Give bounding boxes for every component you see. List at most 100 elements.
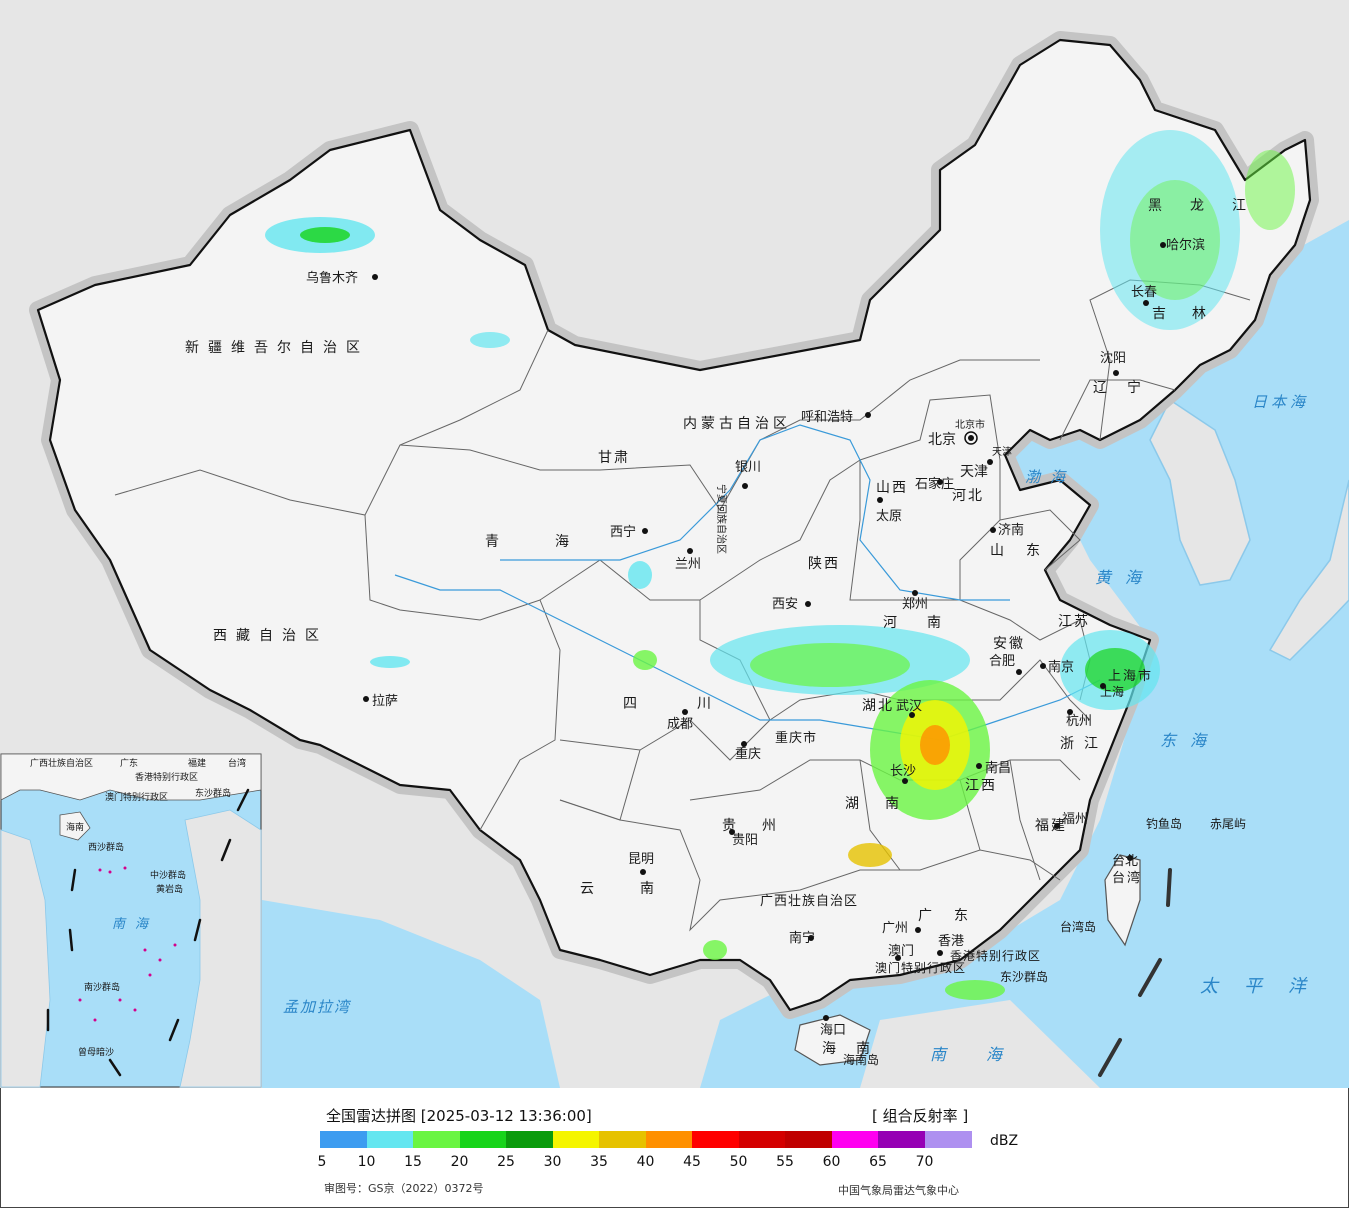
legend-color-swatch xyxy=(645,1131,693,1148)
region-label: 北京市 xyxy=(955,418,985,431)
city-label: 广州 xyxy=(882,921,908,936)
region-label: 重庆市 xyxy=(775,730,817,746)
region-label: 江苏 xyxy=(1058,614,1090,630)
city-label: 武汉 xyxy=(896,699,922,714)
sea-japan xyxy=(1180,240,1349,470)
region-label: 广西壮族自治区 xyxy=(760,893,858,909)
legend-panel xyxy=(0,1088,1349,1208)
legend-tick-label: 45 xyxy=(683,1154,701,1170)
city-label: 昆明 xyxy=(628,852,654,867)
inset-label: 台湾 xyxy=(228,757,246,769)
region-label: 广东 xyxy=(918,908,990,924)
city-label: 重庆 xyxy=(735,746,761,762)
legend-tick-label: 10 xyxy=(357,1154,376,1170)
city-label: 海口 xyxy=(820,1023,846,1038)
sea-label: 太平洋 xyxy=(1200,976,1332,997)
region-label: 辽宁 xyxy=(1093,379,1161,396)
island-label: 东沙群岛 xyxy=(1000,969,1048,984)
city-label: 郑州 xyxy=(902,597,928,612)
region-label: 浙江 xyxy=(1060,736,1108,752)
region-label: 黑龙江 xyxy=(1148,198,1274,214)
inset-label: 南沙群岛 xyxy=(84,981,120,993)
legend-tick-label: 20 xyxy=(450,1154,469,1170)
legend-color-swatch xyxy=(413,1131,460,1148)
city-label: 长沙 xyxy=(890,764,916,779)
legend-color-swatch xyxy=(599,1131,646,1148)
sea-label: 渤海 xyxy=(1025,468,1075,486)
city-label: 合肥 xyxy=(989,654,1015,669)
province-boundaries xyxy=(114,279,1251,932)
legend-tick-label: 5 xyxy=(317,1154,327,1170)
sea-bengal xyxy=(262,900,560,1088)
region-label: 云南 xyxy=(580,881,700,897)
legend-tick-label: 25 xyxy=(497,1154,515,1170)
city-label: 沈阳 xyxy=(1100,351,1126,366)
legend-color-swatch xyxy=(366,1131,414,1148)
taiwan-island xyxy=(1104,854,1141,947)
legend-color-swatch xyxy=(785,1131,832,1148)
region-label: 甘肃 xyxy=(598,450,630,466)
region-label: 湖南 xyxy=(845,796,925,812)
legend-tick-label: 35 xyxy=(590,1154,608,1170)
city-label: 西宁 xyxy=(610,524,636,540)
city-label: 南昌 xyxy=(985,760,1011,776)
legend-color-swatch xyxy=(506,1131,553,1148)
city-label: 乌鲁木齐 xyxy=(306,270,358,286)
region-label: 四川 xyxy=(623,696,771,712)
inset-label: 西沙群岛 xyxy=(88,841,124,853)
city-label: 银川 xyxy=(735,460,761,475)
radar-echoes xyxy=(265,130,1295,1000)
rivers xyxy=(394,424,1101,741)
region-label: 陕西 xyxy=(808,556,840,572)
south-china-sea-inset: 广西壮族自治区 广东 福建 台湾 香港特别行政区 澳门特别行政区 海南 东沙群岛… xyxy=(0,753,262,1088)
legend-color-swatch xyxy=(738,1131,786,1148)
region-label: 河北 xyxy=(952,488,984,504)
city-label: 呼和浩特 xyxy=(801,410,853,425)
city-label: 杭州 xyxy=(1066,714,1092,729)
korea xyxy=(1149,398,1251,586)
inset-label: 南海 xyxy=(112,917,158,932)
city-label: 长春 xyxy=(1131,285,1157,300)
city-label: 兰州 xyxy=(675,557,701,572)
city-label: 济南 xyxy=(998,522,1024,538)
legend-color-swatch xyxy=(692,1131,739,1148)
sea-label: 黄海 xyxy=(1095,568,1155,587)
legend-tick-label: 65 xyxy=(869,1154,887,1170)
inset-label: 澳门特别行政区 xyxy=(105,791,168,803)
legend-unit: dBZ xyxy=(990,1133,1019,1149)
city-label: 北京 xyxy=(928,432,956,448)
city-label: 贵阳 xyxy=(732,833,758,848)
legend-color-swatch xyxy=(552,1131,600,1148)
city-label: 成都 xyxy=(667,717,693,732)
region-label: 天津 xyxy=(992,446,1012,458)
legend-color-swatch xyxy=(924,1131,972,1148)
region-label: 澳门特别行政区 xyxy=(875,960,966,975)
city-label: 南宁 xyxy=(789,930,815,946)
region-label: 西藏自治区 xyxy=(213,628,328,644)
boundary-dashes xyxy=(1098,868,1172,1077)
region-label: 贵州 xyxy=(722,818,802,834)
legend-tick-label: 15 xyxy=(404,1154,422,1170)
region-label: 山西 xyxy=(876,480,908,496)
sea-label: 东海 xyxy=(1160,731,1220,750)
legend-color-swatch xyxy=(878,1131,925,1148)
inset-label: 广西壮族自治区 xyxy=(30,757,93,769)
legend-color-swatch xyxy=(459,1131,507,1148)
region-label: 青海 xyxy=(485,534,625,550)
island-label: 钓鱼岛 xyxy=(1146,816,1182,831)
region-label: 上海市 xyxy=(1108,668,1153,684)
region-label: 安徽 xyxy=(993,636,1025,652)
inset-label: 广东 xyxy=(120,757,138,769)
city-label: 福州 xyxy=(1062,812,1088,827)
hainan-island xyxy=(794,1014,871,1066)
region-label: 河南 xyxy=(883,615,971,631)
legend-title: 全国雷达拼图 [2025-03-12 13:36:00] xyxy=(326,1107,592,1125)
review-number: 审图号：GS京（2022）0372号 xyxy=(324,1182,484,1195)
island-label: 赤尾屿 xyxy=(1210,817,1246,831)
region-label: 山东 xyxy=(990,543,1062,559)
city-label: 石家庄 xyxy=(915,476,954,492)
city-label: 太原 xyxy=(876,509,902,524)
city-label: 拉萨 xyxy=(372,694,398,709)
region-label: 宁夏回族自治区 xyxy=(715,484,728,554)
legend-tick-label: 70 xyxy=(915,1154,934,1170)
